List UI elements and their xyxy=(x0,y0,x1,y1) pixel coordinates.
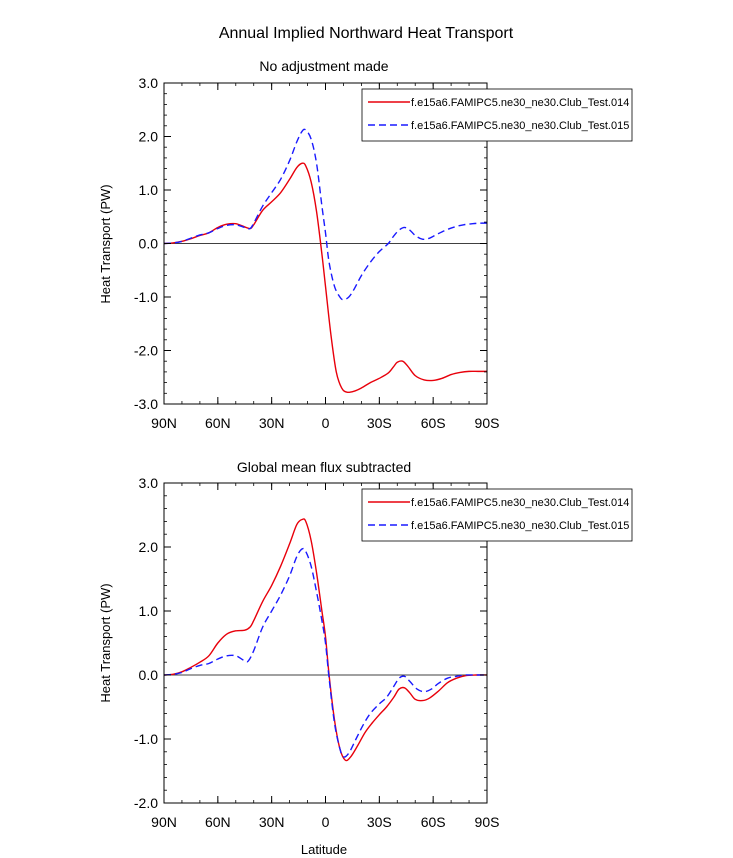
y-axis-label: Heat Transport (PW) xyxy=(98,583,113,702)
x-tick-label: 60S xyxy=(421,814,446,830)
x-tick-label: 60S xyxy=(421,415,446,431)
y-tick-label: 0.0 xyxy=(139,667,159,683)
x-tick-label: 90N xyxy=(151,415,177,431)
x-tick-label: 0 xyxy=(322,814,330,830)
legend: f.e15a6.FAMIPC5.ne30_ne30.Club_Test.014f… xyxy=(361,88,633,142)
y-tick-label: -1.0 xyxy=(134,289,158,305)
x-tick-label: 30N xyxy=(259,415,285,431)
series-line-1 xyxy=(163,162,488,394)
panel-global-mean-subtracted: Global mean flux subtracted Heat Transpo… xyxy=(98,459,633,857)
legend-box xyxy=(361,488,633,542)
y-tick-label: -2.0 xyxy=(134,795,158,811)
figure-title: Annual Implied Northward Heat Transport xyxy=(219,25,514,42)
x-axis-label: Latitude xyxy=(301,842,347,857)
panel-no-adjustment: No adjustment made Heat Transport (PW) 3… xyxy=(98,58,633,431)
y-tick-label: 3.0 xyxy=(139,75,159,91)
y-tick-label: -3.0 xyxy=(134,396,158,412)
y-tick-label: -1.0 xyxy=(134,731,158,747)
plot-area: 3.0 2.0 1.0 0.0 -1.0 -2.0 90N 60N 30N 0 30S 60S 90S f… xyxy=(134,475,633,830)
panel-title: Global mean flux subtracted xyxy=(237,459,411,475)
series-line-2 xyxy=(163,547,487,758)
x-tick-label: 60N xyxy=(205,814,231,830)
y-tick-label: 1.0 xyxy=(139,603,159,619)
y-tick-label: 1.0 xyxy=(139,182,159,198)
x-tick-label: 30S xyxy=(367,415,392,431)
x-tick-label: 90N xyxy=(151,814,177,830)
legend: f.e15a6.FAMIPC5.ne30_ne30.Club_Test.014f… xyxy=(361,488,633,542)
series-line-2 xyxy=(163,128,488,301)
x-tick-label: 90S xyxy=(475,814,500,830)
x-tick-label: 60N xyxy=(205,415,231,431)
x-tick-label: 30N xyxy=(259,814,285,830)
panel-title: No adjustment made xyxy=(259,58,388,74)
x-tick-label: 90S xyxy=(475,415,500,431)
y-tick-label: 3.0 xyxy=(139,475,159,491)
legend-label-1: f.e15a6.FAMIPC5.ne30_ne30.Club_Test.014 xyxy=(411,497,629,509)
y-tick-label: -2.0 xyxy=(134,343,158,359)
legend-label-2: f.e15a6.FAMIPC5.ne30_ne30.Club_Test.015 xyxy=(411,120,629,132)
legend-label-2: f.e15a6.FAMIPC5.ne30_ne30.Club_Test.015 xyxy=(411,520,629,532)
y-axis-label: Heat Transport (PW) xyxy=(98,184,113,303)
plot-area: 3.0 2.0 1.0 0.0 -1.0 -2.0 -3.0 90N 60N 30N 0 30S 60S… xyxy=(134,75,633,431)
y-tick-label: 0.0 xyxy=(139,236,159,252)
x-tick-label: 0 xyxy=(322,415,330,431)
y-tick-label: 2.0 xyxy=(139,129,159,145)
legend-box xyxy=(361,88,633,142)
y-tick-label: 2.0 xyxy=(139,539,159,555)
legend-label-1: f.e15a6.FAMIPC5.ne30_ne30.Club_Test.014 xyxy=(411,97,629,109)
x-tick-label: 30S xyxy=(367,814,392,830)
